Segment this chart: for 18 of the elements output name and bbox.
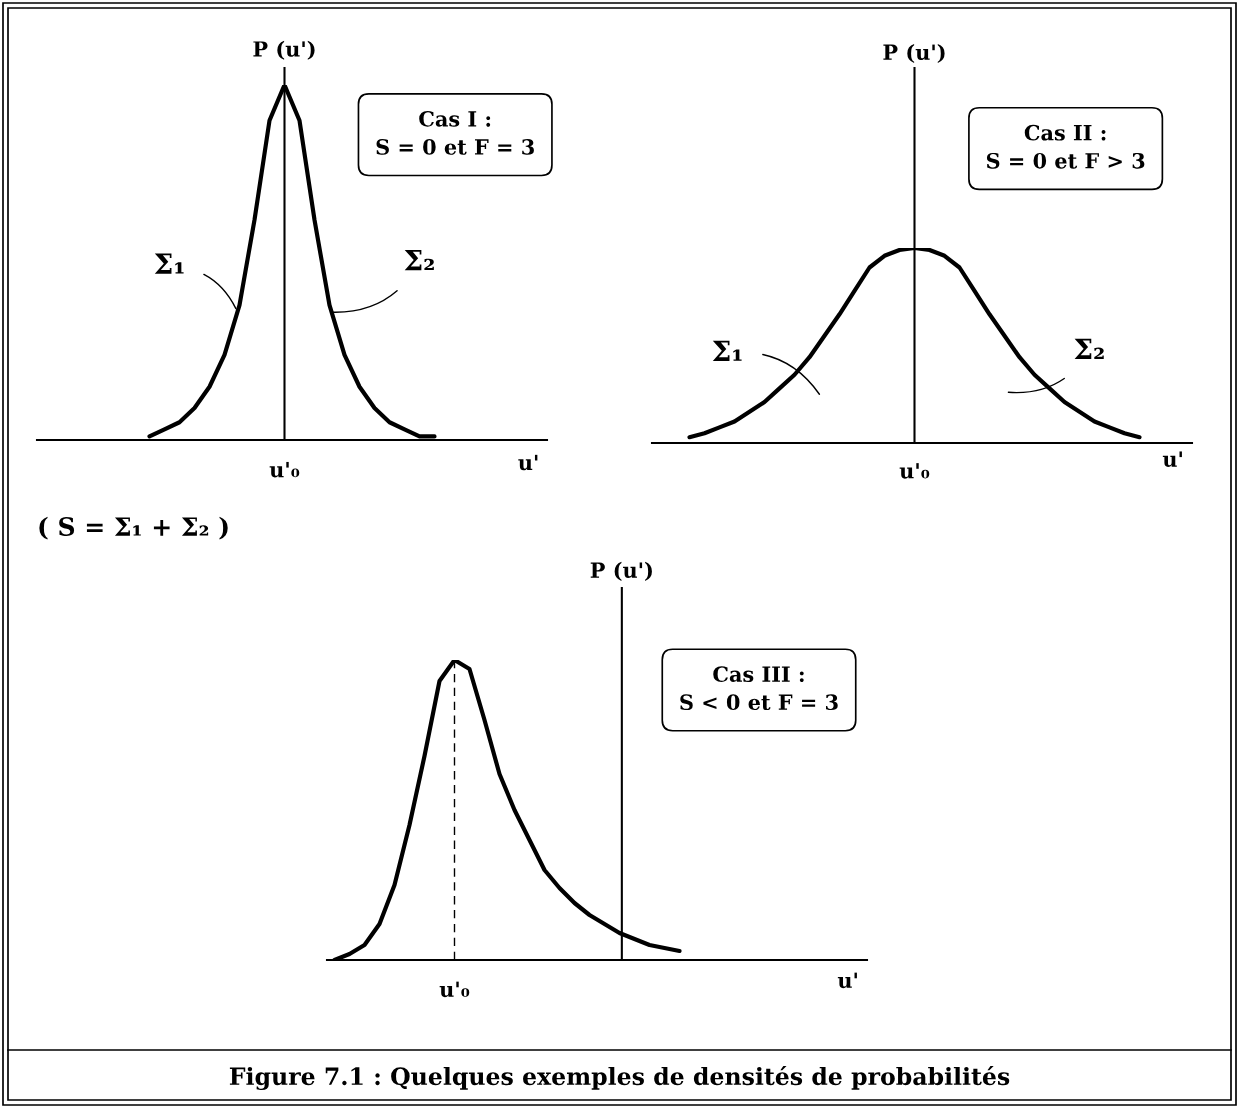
text: u'₀ [269,461,300,478]
x-axis-title: u' [518,454,538,471]
x-axis-title: u' [1162,451,1182,467]
y-axis-title: P (u') [253,40,315,60]
text: Cas II : S = 0 et F > 3 [986,124,1145,169]
annotation: Σ₂ [1074,338,1104,360]
caption: Figure 7.1 : Quelques exemples de densités de probabilités [229,1065,1010,1091]
text: u'₀ [439,981,470,998]
y-axis-title: P (u') [590,561,652,581]
y-axis-title: P (u') [883,43,945,64]
text: ( S = Σ₁ + Σ₂ ) [39,516,228,540]
annotation: Σ₂ [404,249,434,271]
annotation: Cas III : S < 0 et F = 3 [680,666,838,711]
x-axis-title: u' [837,972,857,989]
text: u'₀ [899,463,930,479]
annotation: Σ₁ [712,340,742,361]
annotation: Σ₁ [154,253,184,274]
annotation: Cas I : S = 0 et F = 3 [376,110,534,155]
